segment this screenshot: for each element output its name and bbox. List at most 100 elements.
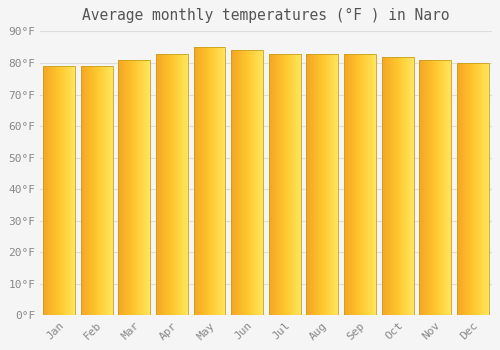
Bar bbox=[247, 50, 248, 315]
Bar bbox=[470, 63, 472, 315]
Bar bbox=[464, 63, 465, 315]
Bar bbox=[234, 50, 236, 315]
Bar bbox=[242, 50, 244, 315]
Bar bbox=[180, 54, 182, 315]
Bar bbox=[354, 54, 355, 315]
Bar bbox=[219, 47, 220, 315]
Bar bbox=[292, 54, 294, 315]
Bar bbox=[401, 57, 402, 315]
Bar bbox=[184, 54, 186, 315]
Bar bbox=[43, 66, 44, 315]
Bar bbox=[126, 60, 128, 315]
Bar bbox=[393, 57, 394, 315]
Bar bbox=[473, 63, 474, 315]
Bar bbox=[319, 54, 321, 315]
Bar bbox=[108, 66, 110, 315]
Bar bbox=[244, 50, 246, 315]
Bar bbox=[468, 63, 469, 315]
Bar bbox=[296, 54, 298, 315]
Bar bbox=[62, 66, 64, 315]
Bar bbox=[182, 54, 183, 315]
Bar bbox=[206, 47, 208, 315]
Bar bbox=[283, 54, 284, 315]
Bar bbox=[383, 57, 385, 315]
Bar bbox=[250, 50, 252, 315]
Bar bbox=[144, 60, 146, 315]
Bar bbox=[366, 54, 368, 315]
Bar bbox=[478, 63, 480, 315]
Bar bbox=[80, 66, 112, 315]
Bar bbox=[410, 57, 412, 315]
Bar bbox=[432, 60, 434, 315]
Bar bbox=[429, 60, 430, 315]
Bar bbox=[92, 66, 94, 315]
Bar bbox=[424, 60, 426, 315]
Bar bbox=[128, 60, 130, 315]
Bar bbox=[123, 60, 124, 315]
Bar bbox=[310, 54, 311, 315]
Bar bbox=[332, 54, 334, 315]
Bar bbox=[248, 50, 250, 315]
Bar bbox=[442, 60, 443, 315]
Bar bbox=[86, 66, 87, 315]
Bar bbox=[409, 57, 410, 315]
Bar bbox=[445, 60, 446, 315]
Bar bbox=[365, 54, 366, 315]
Bar bbox=[430, 60, 432, 315]
Bar bbox=[80, 66, 82, 315]
Bar bbox=[252, 50, 254, 315]
Bar bbox=[254, 50, 255, 315]
Bar bbox=[294, 54, 296, 315]
Bar bbox=[308, 54, 310, 315]
Bar bbox=[284, 54, 286, 315]
Bar bbox=[238, 50, 239, 315]
Bar bbox=[382, 57, 414, 315]
Bar bbox=[435, 60, 437, 315]
Bar bbox=[404, 57, 406, 315]
Bar bbox=[239, 50, 240, 315]
Bar bbox=[352, 54, 354, 315]
Bar bbox=[164, 54, 166, 315]
Bar bbox=[321, 54, 322, 315]
Bar bbox=[148, 60, 150, 315]
Bar bbox=[472, 63, 473, 315]
Bar bbox=[59, 66, 60, 315]
Bar bbox=[402, 57, 404, 315]
Bar bbox=[178, 54, 180, 315]
Bar bbox=[390, 57, 391, 315]
Bar bbox=[426, 60, 427, 315]
Bar bbox=[324, 54, 326, 315]
Bar bbox=[349, 54, 350, 315]
Bar bbox=[196, 47, 198, 315]
Bar bbox=[327, 54, 329, 315]
Bar bbox=[329, 54, 330, 315]
Bar bbox=[288, 54, 290, 315]
Bar bbox=[388, 57, 390, 315]
Bar bbox=[50, 66, 51, 315]
Bar bbox=[167, 54, 168, 315]
Bar bbox=[474, 63, 476, 315]
Bar bbox=[122, 60, 123, 315]
Bar bbox=[274, 54, 275, 315]
Bar bbox=[211, 47, 212, 315]
Bar bbox=[156, 54, 158, 315]
Bar bbox=[437, 60, 438, 315]
Bar bbox=[231, 50, 232, 315]
Bar bbox=[316, 54, 318, 315]
Bar bbox=[95, 66, 96, 315]
Bar bbox=[326, 54, 327, 315]
Bar bbox=[298, 54, 299, 315]
Bar bbox=[313, 54, 314, 315]
Bar bbox=[465, 63, 466, 315]
Bar bbox=[72, 66, 74, 315]
Bar bbox=[48, 66, 50, 315]
Bar bbox=[412, 57, 414, 315]
Bar bbox=[421, 60, 422, 315]
Bar bbox=[446, 60, 448, 315]
Bar bbox=[371, 54, 373, 315]
Bar bbox=[174, 54, 175, 315]
Bar bbox=[386, 57, 388, 315]
Bar bbox=[280, 54, 281, 315]
Bar bbox=[94, 66, 95, 315]
Bar bbox=[318, 54, 319, 315]
